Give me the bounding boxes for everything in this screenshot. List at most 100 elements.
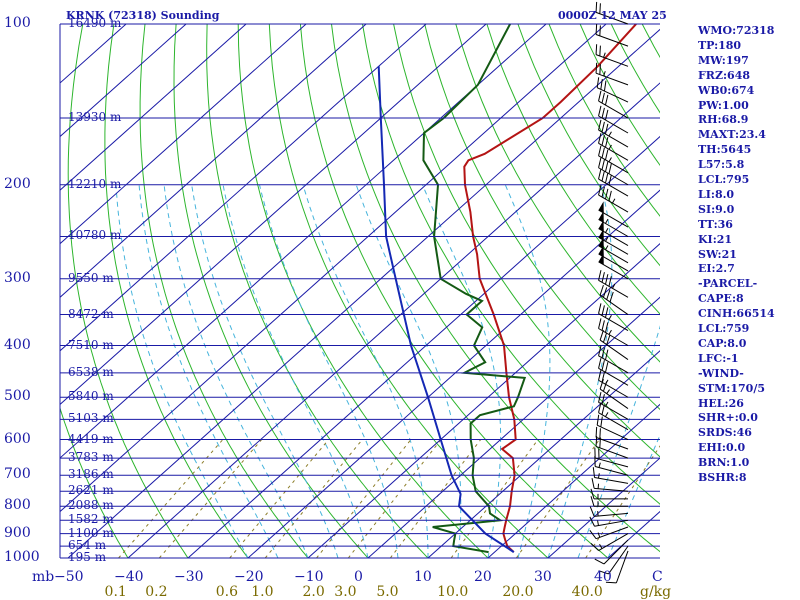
wind-barb (598, 392, 629, 420)
temperature-tick-label: 10 (414, 569, 432, 585)
moist-adiabat (355, 184, 462, 558)
mixing-ratio-tick-label: 20.0 (502, 584, 534, 600)
mixing-ratio-line (264, 439, 363, 558)
height-label: 13930 m (68, 110, 122, 125)
index-line: KI:21 (698, 232, 733, 246)
wind-barb (598, 145, 629, 174)
pressure-tick-label: 800 (4, 497, 31, 514)
index-line: LCL:795 (698, 173, 750, 186)
height-label: 16490 m (68, 16, 122, 30)
height-label: 3783 m (68, 450, 114, 465)
isotherm (60, 24, 187, 138)
wind-barb (598, 318, 629, 346)
height-label: 8472 m (68, 306, 114, 321)
wind-barb (596, 77, 629, 103)
index-line: EI:2.7 (698, 262, 735, 276)
pressure-tick-label: 600 (4, 430, 31, 447)
mixing-ratio-line (347, 439, 442, 558)
moist-adiabat (547, 184, 613, 558)
dry-adiabat (767, 24, 800, 558)
mixing-ratio-line (118, 439, 224, 558)
wind-barb (598, 345, 629, 374)
temperature-tick-label: 30 (534, 569, 552, 585)
index-line: STM:170/5 (698, 381, 765, 395)
moist-adiabat (191, 184, 339, 558)
mixing-ratio-tick-label: 0.1 (104, 584, 127, 600)
dry-adiabat (486, 24, 660, 315)
pressure-tick-label: 400 (4, 336, 31, 353)
temperature-tick-label: 20 (474, 569, 492, 585)
wind-barb (595, 62, 629, 86)
wind-barb (592, 467, 629, 484)
moist-adiabat (138, 184, 279, 558)
index-line: MAXT:23.4 (698, 128, 766, 142)
wind-barb (599, 284, 629, 315)
plot-area (60, 24, 800, 558)
index-line: MW:197 (698, 53, 749, 67)
wind-barb (598, 90, 629, 119)
isotherm (60, 24, 547, 459)
dry-adiabat (173, 24, 369, 558)
isotherm (307, 243, 660, 558)
mixing-ratio-tick-label: 0.6 (215, 584, 238, 600)
dry-adiabat (268, 24, 549, 558)
index-line: LI:8.0 (698, 187, 735, 201)
index-line: SI:9.0 (698, 202, 735, 216)
wind-barb (598, 303, 629, 331)
isotherm (60, 24, 487, 406)
pressure-unit-label: mb (32, 569, 55, 585)
index-line: TP:180 (698, 38, 742, 52)
temperature-tick-label: −30 (174, 569, 204, 585)
wind-barb (594, 539, 629, 565)
mixing-ratio-line (316, 439, 412, 558)
pressure-tick-label: 1000 (4, 549, 40, 565)
wind-barb (598, 270, 629, 298)
mixing-ratio-tick-label: 0.2 (145, 584, 168, 600)
wind-barb (598, 358, 629, 386)
height-label: 1100 m (68, 525, 114, 540)
isotherm (60, 24, 367, 298)
wind-barb (590, 496, 628, 507)
wind-barb (598, 133, 629, 161)
isotherm (60, 24, 247, 191)
index-line: -WIND- (698, 366, 744, 380)
pressure-tick-label: 300 (4, 269, 31, 286)
isotherm (67, 28, 660, 558)
isotherm (427, 350, 660, 558)
parcel-line (377, 66, 515, 553)
wind-barb (595, 426, 629, 450)
mixing-ratio-line (229, 439, 330, 558)
wind-barb (598, 168, 629, 197)
height-label: 12210 m (68, 176, 122, 191)
dry-adiabat (548, 24, 660, 217)
height-label: 5840 m (68, 389, 114, 404)
moist-adiabat (115, 184, 249, 558)
index-line: HEL:26 (698, 396, 744, 410)
mixing-ratio-line (515, 439, 600, 558)
wind-barb (598, 210, 629, 237)
wind-barb (598, 119, 629, 148)
height-label: 1582 m (68, 512, 114, 527)
isotherm (60, 24, 607, 513)
isotherm (367, 296, 660, 558)
wind-barb (591, 477, 629, 492)
wind-barb (598, 545, 629, 575)
wind-barb (589, 516, 629, 527)
index-line: WMO:72318 (698, 24, 775, 37)
height-label: 4419 m (68, 431, 114, 446)
mixing-ratio-tick-label: 10.0 (437, 584, 469, 600)
mixing-unit-label: g/kg (640, 584, 672, 600)
index-line: TH:5645 (698, 143, 752, 157)
mixing-ratio-tick-label: 40.0 (571, 584, 603, 600)
moist-adiabat (222, 184, 369, 558)
index-line: WB0:674 (698, 83, 755, 97)
wind-barb (598, 369, 629, 398)
height-label: 2088 m (68, 498, 114, 513)
isotherm (547, 457, 660, 558)
isotherm (487, 403, 660, 558)
celsius-unit-label: C (652, 569, 663, 585)
index-line: SW:21 (698, 247, 737, 261)
wind-barb (589, 506, 629, 517)
height-label: 654 m (68, 538, 107, 553)
index-line: RH:68.9 (698, 113, 749, 127)
